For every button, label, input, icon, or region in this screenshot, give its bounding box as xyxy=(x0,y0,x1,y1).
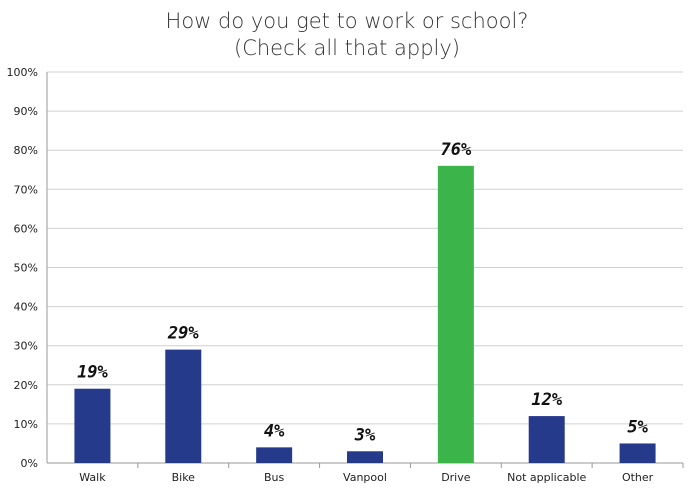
x-tick-label: Bike xyxy=(172,471,196,484)
y-tick-label: 10% xyxy=(14,418,38,431)
y-tick-label: 70% xyxy=(14,183,38,196)
x-tick-label: Drive xyxy=(441,471,471,484)
y-tick-label: 80% xyxy=(14,144,38,157)
x-tick-label: Other xyxy=(622,471,654,484)
data-label: 5% xyxy=(627,417,648,437)
chart-title: How do you get to work or school? (Check… xyxy=(0,8,694,62)
y-tick-label: 0% xyxy=(21,457,38,470)
y-tick-label: 100% xyxy=(7,66,38,79)
y-tick-label: 50% xyxy=(14,262,38,275)
y-tick-label: 30% xyxy=(14,340,38,353)
data-label: 29% xyxy=(167,324,199,344)
y-tick-label: 60% xyxy=(14,222,38,235)
bar-walk xyxy=(74,388,111,463)
bar-vanpool xyxy=(347,451,383,463)
subtitle-line: (Check all that apply) xyxy=(234,36,460,60)
title-line: How do you get to work or school? xyxy=(165,9,529,33)
data-label: 4% xyxy=(264,421,285,441)
y-tick-label: 90% xyxy=(14,105,38,118)
bar-bus xyxy=(256,447,293,463)
x-tick-label: Vanpool xyxy=(343,471,387,484)
data-label: 12% xyxy=(531,390,562,410)
bar-bike xyxy=(165,349,202,463)
bar-not-applicable xyxy=(528,416,565,463)
y-tick-label: 20% xyxy=(14,379,38,392)
data-label: 3% xyxy=(354,425,376,445)
bar-drive xyxy=(437,165,474,463)
data-label: 19% xyxy=(77,363,108,383)
y-tick-label: 40% xyxy=(14,301,38,314)
x-tick-label: Walk xyxy=(79,471,106,484)
x-tick-label: Bus xyxy=(264,471,285,484)
x-tick-label: Not applicable xyxy=(507,471,586,484)
data-label: 76% xyxy=(440,140,471,160)
bar-other xyxy=(619,443,656,463)
